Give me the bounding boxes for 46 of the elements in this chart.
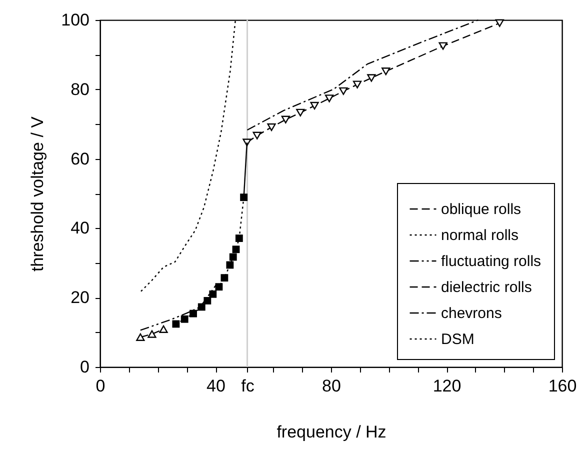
- point: [136, 333, 145, 341]
- point: [209, 290, 217, 298]
- point: [235, 234, 243, 242]
- point: [159, 325, 168, 333]
- x-tick-label: fc: [241, 376, 255, 396]
- legend-label: fluctuating rolls: [441, 253, 542, 270]
- point: [232, 246, 240, 254]
- point: [190, 310, 197, 318]
- x-tick-label: 0: [96, 376, 106, 396]
- point: [226, 261, 234, 269]
- legend-label: oblique rolls: [441, 201, 522, 218]
- legend-label: normal rolls: [441, 227, 519, 244]
- legend-label: DSM: [441, 331, 474, 348]
- point: [148, 330, 156, 338]
- x-tick-label: 80: [322, 376, 341, 396]
- point: [324, 94, 334, 102]
- point: [172, 320, 180, 328]
- point: [267, 123, 276, 132]
- y-tick-label: 20: [70, 288, 90, 308]
- y-tick-label: 0: [80, 358, 90, 376]
- point: [220, 274, 228, 282]
- y-tick-label: 100: [61, 10, 90, 30]
- y-tick-label: 80: [70, 80, 90, 99]
- point: [495, 19, 504, 27]
- point: [215, 283, 223, 291]
- point: [296, 108, 305, 116]
- x-tick-label: 160: [548, 376, 577, 396]
- y-axis-title: threshold voltage / V: [28, 116, 48, 272]
- point: [352, 80, 362, 88]
- point: [339, 87, 348, 95]
- y-tick-label: 40: [70, 218, 90, 238]
- x-axis-title: frequency / Hz: [276, 422, 386, 442]
- x-tick-label: 40: [206, 376, 226, 396]
- point: [229, 253, 237, 261]
- point: [281, 116, 290, 124]
- point: [367, 74, 376, 82]
- x-tick-label: 120: [432, 376, 462, 396]
- point: [180, 315, 188, 323]
- legend-label: dielectric rolls: [441, 279, 532, 296]
- point: [240, 194, 248, 202]
- y-tick-label: 60: [70, 149, 90, 168]
- point: [310, 102, 319, 110]
- legend-label: chevrons: [441, 305, 502, 322]
- point: [252, 132, 262, 140]
- point: [382, 68, 390, 76]
- point: [438, 42, 448, 50]
